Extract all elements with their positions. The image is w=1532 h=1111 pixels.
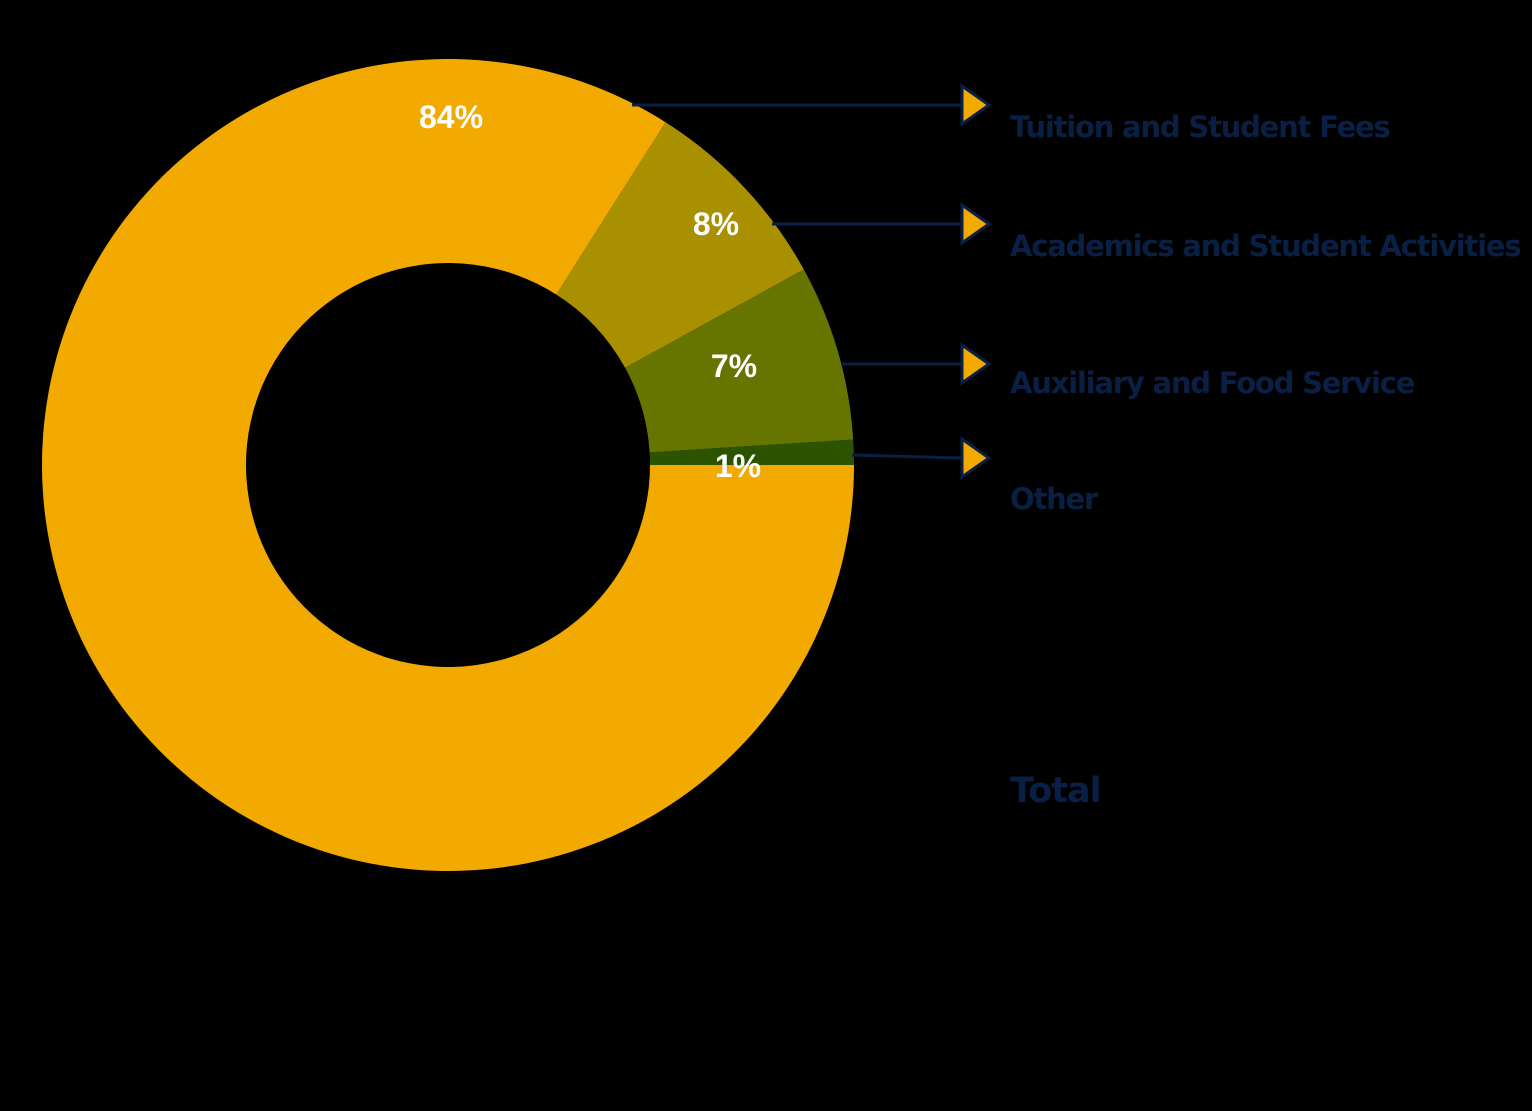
slice-auxiliary-and-food-service — [625, 269, 854, 453]
pointer-arrow-icon — [960, 83, 992, 127]
pointer-arrow-icon — [960, 436, 992, 480]
pointer-arrow-icon — [960, 202, 992, 246]
legend-layer: Tuition and Student Fees Academics and St… — [1010, 110, 1522, 516]
legend-label-auxiliary-and-food-service: Auxiliary and Food Service — [1010, 366, 1415, 400]
pointer-arrow-icon — [960, 342, 992, 386]
leader-lines-layer — [632, 83, 992, 480]
legend-label-other: Other — [1010, 482, 1099, 516]
slice-other — [649, 439, 854, 465]
total-label: Total — [1010, 771, 1101, 811]
legend-label-academics-and-student-activities: Academics and Student Activities — [1010, 229, 1520, 263]
slice-academics-and-student-activities — [556, 122, 804, 368]
percent-labels-layer: 84% 8% 7% 1% — [419, 99, 761, 484]
percent-label-other: 1% — [715, 448, 761, 484]
percent-label-auxiliary-and-food-service: 7% — [711, 348, 757, 384]
legend-label-tuition-and-student-fees: Tuition and Student Fees — [1010, 110, 1390, 144]
slices-layer — [41, 59, 854, 872]
leader-line-other — [851, 453, 963, 460]
percent-label-academics-and-student-activities: 8% — [693, 206, 739, 242]
slice-tuition-and-student-fees — [41, 59, 854, 872]
percent-label-tuition-and-student-fees: 84% — [419, 99, 483, 135]
